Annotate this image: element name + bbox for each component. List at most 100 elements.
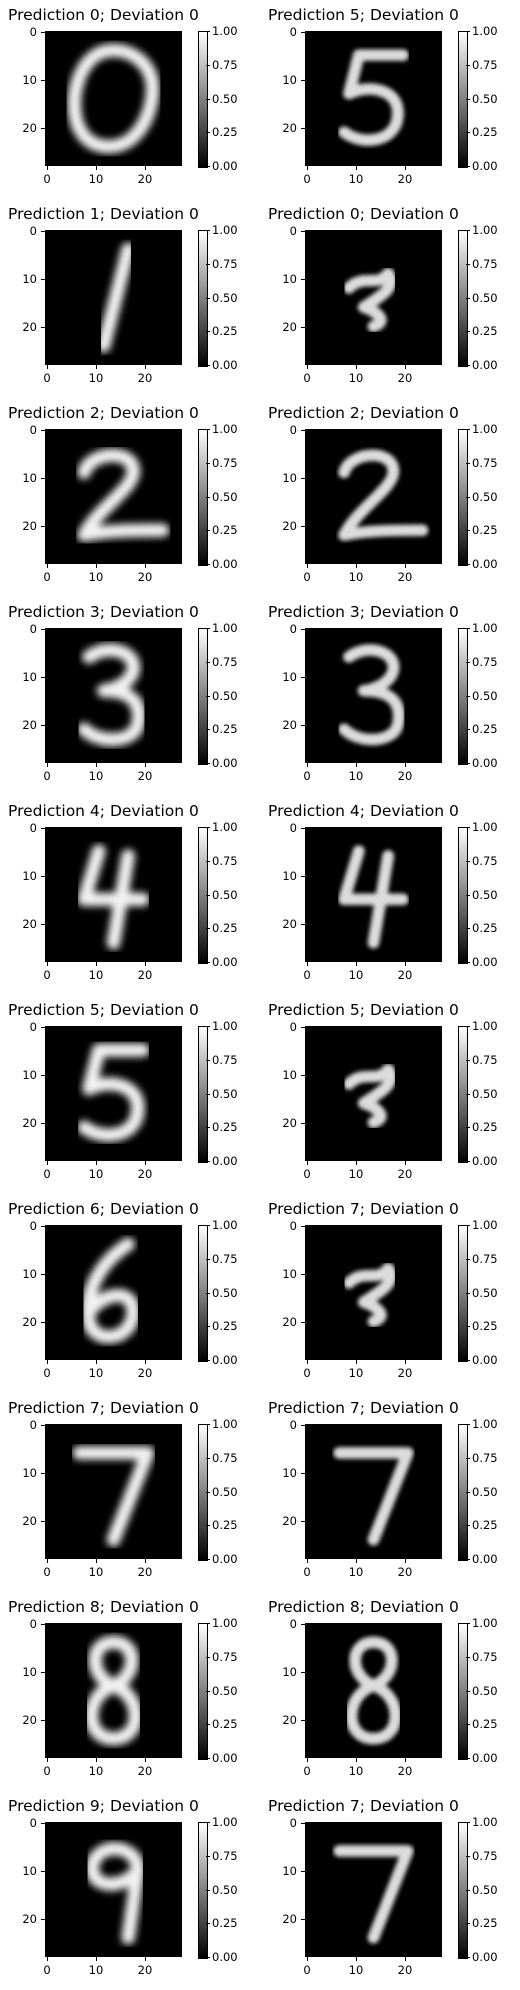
image-axes: [305, 1822, 442, 1957]
y-tick-label: 0: [273, 622, 305, 636]
y-tick-label: 20: [13, 121, 45, 135]
colorbar-tick-label: 0.75: [206, 1649, 238, 1664]
colorbar-tick-label: 0.25: [466, 1717, 498, 1732]
colorbar-tick-label: 0.75: [466, 1052, 498, 1067]
digit-image: [45, 1424, 182, 1559]
digit-stroke: [85, 1841, 145, 1945]
colorbar: [198, 1822, 208, 1959]
y-tick-label: 10: [13, 670, 45, 684]
x-tick-label: 10: [81, 1161, 111, 1181]
colorbar-tick-label: 1.00: [466, 223, 498, 237]
y-tick-label: 0: [13, 423, 45, 437]
colorbar-tick-label: 0.25: [206, 1916, 238, 1931]
x-tick-label: 0: [292, 564, 322, 584]
image-axes: [305, 429, 442, 564]
y-tick-label: 20: [13, 519, 45, 533]
colorbar-tick-label: 1.00: [466, 621, 498, 635]
subplot: Prediction 0; Deviation 0 0 10 20 0 10 20 1.00 0…: [0, 0, 260, 199]
colorbar-tick-label: 0.00: [206, 557, 238, 571]
y-tick-label: 20: [13, 320, 45, 334]
x-tick-label: 0: [32, 1161, 62, 1181]
colorbar-tick-label: 0.25: [466, 921, 498, 936]
colorbar-tick-label: 0.25: [206, 125, 238, 140]
subplot-title: Prediction 9; Deviation 0: [8, 1797, 199, 1815]
subplot: Prediction 5; Deviation 0 0 10 20 0 10 20 1.00 0…: [0, 995, 260, 1194]
y-tick-label: 0: [13, 1219, 45, 1233]
subplot-title: Prediction 0; Deviation 0: [8, 6, 199, 24]
y-tick-label: 0: [13, 1816, 45, 1830]
axes-frame: [305, 1424, 442, 1559]
colorbar-tick-label: 0.00: [206, 1353, 238, 1367]
colorbar-tick-label: 0.75: [206, 455, 238, 470]
image-axes: [305, 31, 442, 166]
colorbar-tick-label: 0.00: [466, 1950, 498, 1964]
colorbar-tick-label: 0.50: [206, 1086, 238, 1101]
x-tick-label: 10: [341, 1758, 371, 1778]
colorbar-tick-label: 1.00: [466, 1616, 498, 1630]
colorbar: [198, 1026, 208, 1163]
x-tick-label: 10: [341, 166, 371, 186]
y-tick-label: 10: [273, 1864, 305, 1878]
colorbar-tick-label: 1.00: [466, 24, 498, 38]
colorbar-tick-label: 0.00: [206, 756, 238, 770]
colorbar-tick-label: 1.00: [206, 1616, 238, 1630]
digit-stroke: [77, 448, 170, 542]
y-tick-label: 20: [273, 519, 305, 533]
y-tick-label: 10: [13, 1466, 45, 1480]
colorbar-tick-label: 0.50: [466, 489, 498, 504]
colorbar-tick-label: 1.00: [466, 1417, 498, 1431]
image-axes: [45, 1424, 182, 1559]
x-tick-label: 0: [32, 1758, 62, 1778]
y-tick-label: 10: [273, 1267, 305, 1281]
axes-frame: [45, 1225, 182, 1360]
y-tick-label: 20: [273, 1116, 305, 1130]
y-tick-label: 0: [273, 1219, 305, 1233]
x-tick-label: 20: [390, 1559, 420, 1579]
colorbar: [458, 1424, 468, 1561]
colorbar-tick-label: 0.25: [206, 1319, 238, 1334]
subplot: Prediction 3; Deviation 0 0 10 20 0 10 20 1.00 0…: [0, 597, 260, 796]
axes-frame: [305, 230, 442, 365]
digit-stroke: [343, 1262, 397, 1328]
colorbar-tick-label: 0.75: [466, 1251, 498, 1266]
colorbar-tick-label: 1.00: [206, 422, 238, 436]
image-axes: [305, 1623, 442, 1758]
y-tick-label: 20: [273, 1912, 305, 1926]
y-tick-label: 10: [13, 272, 45, 286]
x-tick-label: 10: [341, 1161, 371, 1181]
y-tick-label: 20: [13, 917, 45, 931]
y-tick-label: 0: [13, 25, 45, 39]
x-tick-label: 0: [292, 1360, 322, 1380]
axes-frame: [305, 429, 442, 564]
axes-frame: [45, 1424, 182, 1559]
x-tick-label: 20: [390, 1957, 420, 1977]
y-tick-label: 0: [273, 1020, 305, 1034]
colorbar-tick-label: 0.25: [466, 324, 498, 339]
colorbar: [198, 1623, 208, 1760]
colorbar-tick-label: 0.75: [206, 1251, 238, 1266]
colorbar-tick-label: 0.25: [206, 1120, 238, 1135]
colorbar-tick-label: 0.50: [466, 1683, 498, 1698]
x-tick-label: 10: [81, 1758, 111, 1778]
colorbar-tick-label: 0.00: [206, 159, 238, 173]
colorbar-tick-label: 1.00: [206, 24, 238, 38]
x-tick-label: 0: [32, 763, 62, 783]
subplot-title: Prediction 7; Deviation 0: [268, 1200, 459, 1218]
x-tick-label: 10: [81, 1559, 111, 1579]
x-tick-label: 0: [292, 1957, 322, 1977]
x-tick-label: 10: [341, 1559, 371, 1579]
y-tick-label: 10: [273, 73, 305, 87]
y-tick-label: 10: [273, 1068, 305, 1082]
colorbar-tick-label: 1.00: [206, 820, 238, 834]
subplot: Prediction 2; Deviation 0 0 10 20 0 10 20 1.00 0…: [260, 398, 520, 597]
colorbar-tick-label: 0.50: [466, 1484, 498, 1499]
image-axes: [45, 1822, 182, 1957]
colorbar-tick-label: 0.00: [466, 1552, 498, 1566]
colorbar-tick-label: 0.25: [206, 921, 238, 936]
x-tick-label: 20: [130, 763, 160, 783]
colorbar-tick-label: 0.50: [206, 91, 238, 106]
colorbar-tick-label: 0.50: [206, 290, 238, 305]
y-tick-label: 20: [273, 917, 305, 931]
colorbar-tick-label: 0.25: [466, 1518, 498, 1533]
